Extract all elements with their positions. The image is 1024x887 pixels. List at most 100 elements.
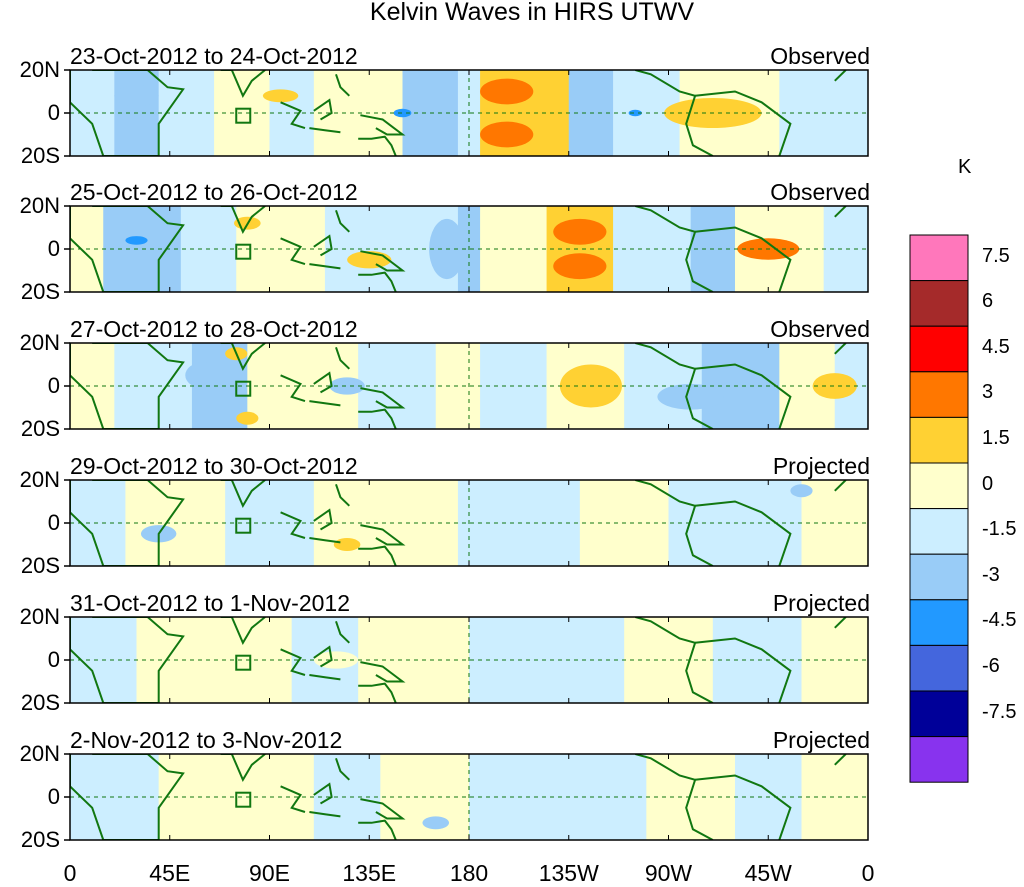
region-box — [235, 517, 252, 534]
coastline — [280, 374, 306, 403]
colorbar-swatch — [909, 325, 969, 373]
coastline — [360, 798, 406, 820]
colorbar-swatch — [909, 736, 969, 783]
coastline — [309, 674, 341, 681]
coastline — [220, 617, 266, 645]
coastline — [694, 363, 792, 429]
colorbar-swatch — [909, 280, 969, 327]
lat-label: 20N — [19, 330, 60, 355]
field-anomaly — [185, 362, 221, 389]
colorbar-label: 7.5 — [982, 244, 1010, 267]
region-box — [235, 380, 252, 397]
coastline — [280, 648, 306, 676]
region-box — [235, 107, 252, 124]
field-band — [801, 617, 868, 703]
lat-label: 20N — [19, 741, 60, 766]
lat-label: 0 — [47, 510, 60, 535]
field-anomaly — [329, 377, 365, 395]
lat-label: 0 — [47, 100, 60, 125]
coastline — [358, 271, 397, 292]
panel-status: Observed — [770, 43, 870, 69]
panel-date-range: 27-Oct-2012 to 28-Oct-2012 — [70, 316, 358, 342]
coastline — [694, 637, 792, 703]
coastline — [313, 782, 333, 805]
figure-title: Kelvin Waves in HIRS UTWV — [369, 0, 695, 26]
colorbar-label: 4.5 — [982, 335, 1010, 358]
colorbar-swatch — [909, 371, 969, 418]
coastline — [694, 90, 792, 156]
panel-1 — [64, 69, 869, 157]
coastline — [309, 127, 341, 134]
lat-label: 0 — [47, 236, 60, 261]
colorbar-swatch — [909, 234, 969, 282]
coastline — [694, 226, 792, 292]
field-anomaly — [125, 236, 148, 245]
coastline — [360, 114, 406, 136]
coastline — [335, 346, 350, 370]
field-band — [70, 70, 115, 156]
field-anomaly — [393, 108, 412, 118]
coastline — [313, 508, 333, 531]
coastline — [360, 661, 406, 683]
coastline — [335, 620, 350, 644]
lon-label: 0 — [63, 860, 77, 886]
colorbar — [909, 234, 969, 783]
field-anomaly — [812, 373, 857, 399]
region-box — [235, 243, 252, 260]
colorbar-swatch — [909, 416, 969, 464]
colorbar-unit: K — [958, 156, 972, 178]
coastline — [313, 645, 333, 668]
coastline — [358, 682, 397, 703]
coastline — [335, 209, 350, 233]
coastline — [358, 135, 397, 156]
field-anomaly — [262, 89, 299, 103]
colorbar-label: 3 — [982, 381, 994, 404]
coastline — [834, 206, 847, 218]
panel-status: Projected — [772, 727, 870, 753]
coastline — [309, 400, 341, 407]
colorbar-label: -6 — [982, 655, 1000, 677]
coastline — [280, 511, 306, 539]
colorbar-swatch — [909, 462, 969, 510]
field-anomaly — [333, 538, 361, 551]
lat-label: 20N — [19, 57, 60, 82]
coastline — [358, 819, 397, 840]
panel-status: Observed — [770, 316, 870, 342]
panel-4 — [64, 479, 869, 567]
field-anomaly — [657, 383, 724, 410]
coastline — [280, 101, 306, 130]
lon-label: 135E — [342, 860, 397, 886]
colorbar-swatch — [909, 690, 969, 738]
panel-date-range: 25-Oct-2012 to 26-Oct-2012 — [70, 179, 358, 205]
coastline — [360, 524, 406, 546]
lat-label: 20N — [19, 467, 60, 492]
colorbar-swatch — [909, 644, 969, 692]
field-anomaly — [628, 109, 642, 117]
coastline — [335, 73, 350, 97]
lon-label: 180 — [449, 860, 489, 886]
colorbar-swatch — [909, 508, 969, 555]
field-anomaly — [480, 121, 534, 148]
coastline — [313, 234, 333, 257]
coastline — [360, 387, 406, 409]
field-band — [269, 70, 315, 156]
panel-status: Projected — [772, 590, 870, 616]
coastline — [220, 480, 266, 508]
coastline — [834, 70, 847, 82]
panel-date-range: 31-Oct-2012 to 1-Nov-2012 — [70, 590, 350, 616]
lat-label: 20S — [20, 553, 60, 578]
field-band — [624, 617, 714, 703]
lat-label: 20N — [19, 193, 60, 218]
panel-date-range: 29-Oct-2012 to 30-Oct-2012 — [70, 453, 358, 479]
lat-label: 20S — [20, 827, 60, 852]
field-band — [646, 754, 736, 840]
field-band — [313, 754, 381, 840]
field-band — [546, 206, 614, 292]
coastline — [220, 206, 266, 234]
colorbar-label: -1.5 — [982, 518, 1017, 541]
colorbar-label: -3 — [982, 563, 1000, 586]
lon-label: 90W — [644, 860, 693, 886]
coastline — [313, 371, 333, 394]
panel-2 — [64, 205, 869, 293]
